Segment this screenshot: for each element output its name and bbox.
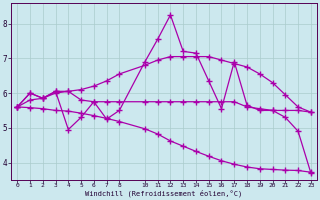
X-axis label: Windchill (Refroidissement éolien,°C): Windchill (Refroidissement éolien,°C) (85, 190, 243, 197)
